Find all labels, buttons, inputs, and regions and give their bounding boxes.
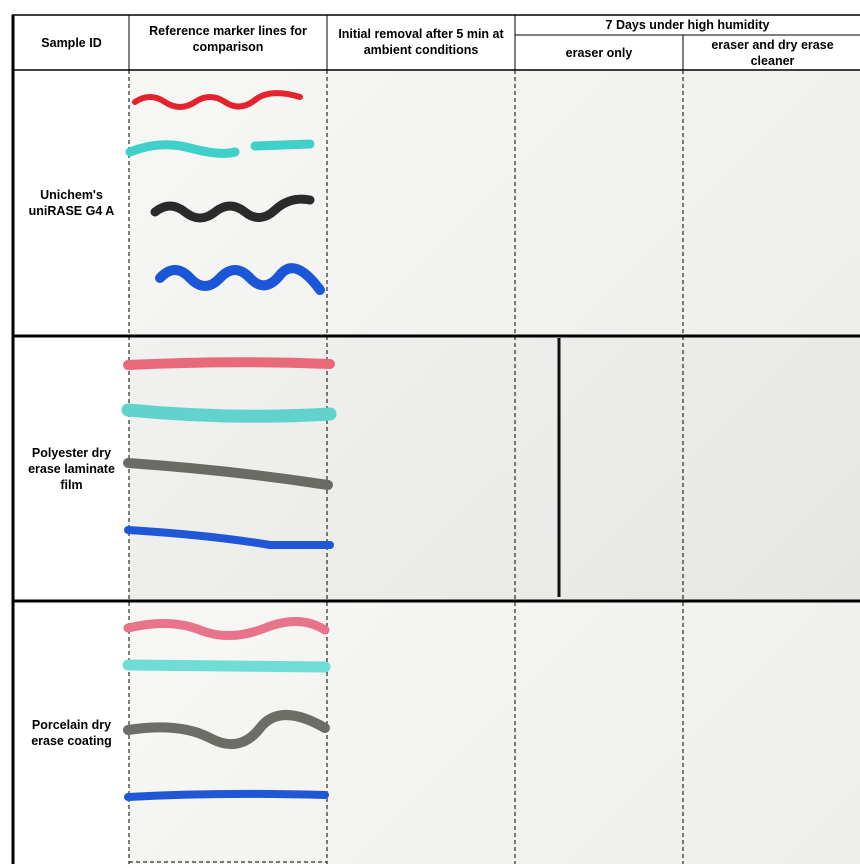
sample-label: Unichem's uniRASE G4 A (14, 70, 129, 335)
table-lines (0, 0, 860, 864)
header-cell: Initial removal after 5 min at ambient c… (335, 13, 507, 70)
header-cell: eraser and dry erase cleaner (690, 36, 855, 70)
sample-label: Polyester dry erase laminate film (14, 337, 129, 600)
header-cell: Sample ID (14, 16, 129, 70)
header-cell: Reference marker lines for comparison (135, 16, 321, 70)
header-cell: 7 Days under high humidity (515, 15, 860, 35)
page: Sample ID Reference marker lines for com… (0, 0, 860, 864)
header-cell: eraser only (515, 36, 683, 70)
sample-label: Porcelain dry erase coating (14, 602, 129, 864)
